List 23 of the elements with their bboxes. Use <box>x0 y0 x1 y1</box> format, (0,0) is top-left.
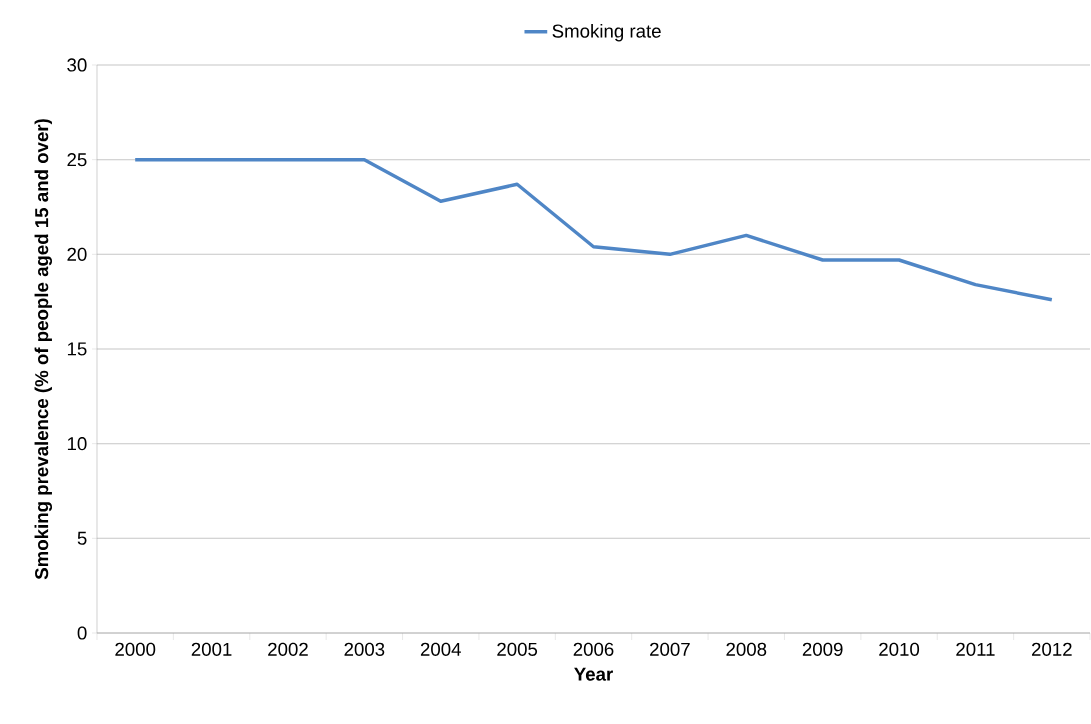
y-tick-label: 20 <box>67 247 87 261</box>
y-tick-label: 5 <box>77 531 87 545</box>
x-tick-label: 2004 <box>420 642 461 656</box>
x-axis-title: Year <box>574 667 613 681</box>
y-tick-label: 10 <box>67 437 87 451</box>
x-tick-label: 2000 <box>115 642 156 656</box>
x-tick-label: 2011 <box>956 642 995 656</box>
x-tick-label: 2009 <box>802 642 843 656</box>
y-tick-label: 25 <box>67 153 87 167</box>
x-tick-label: 2007 <box>650 642 690 656</box>
x-tick-label: 2005 <box>497 642 538 656</box>
x-tick-label: 2002 <box>268 642 308 656</box>
x-tick-label: 2003 <box>344 642 385 656</box>
x-tick-label: 2010 <box>879 642 920 656</box>
x-tick-label: 2006 <box>573 642 614 656</box>
x-tick-label: 2008 <box>726 642 767 656</box>
y-axis-title: Smoking prevalence (% of people aged 15 and over) <box>34 119 53 580</box>
legend-label: Smoking rate <box>552 23 661 42</box>
y-tick-label: 0 <box>77 626 87 640</box>
x-tick-label: 2012 <box>1032 642 1072 656</box>
y-tick-label: 30 <box>67 58 87 72</box>
y-tick-label: 15 <box>67 342 87 356</box>
x-tick-label: 2001 <box>191 642 232 656</box>
